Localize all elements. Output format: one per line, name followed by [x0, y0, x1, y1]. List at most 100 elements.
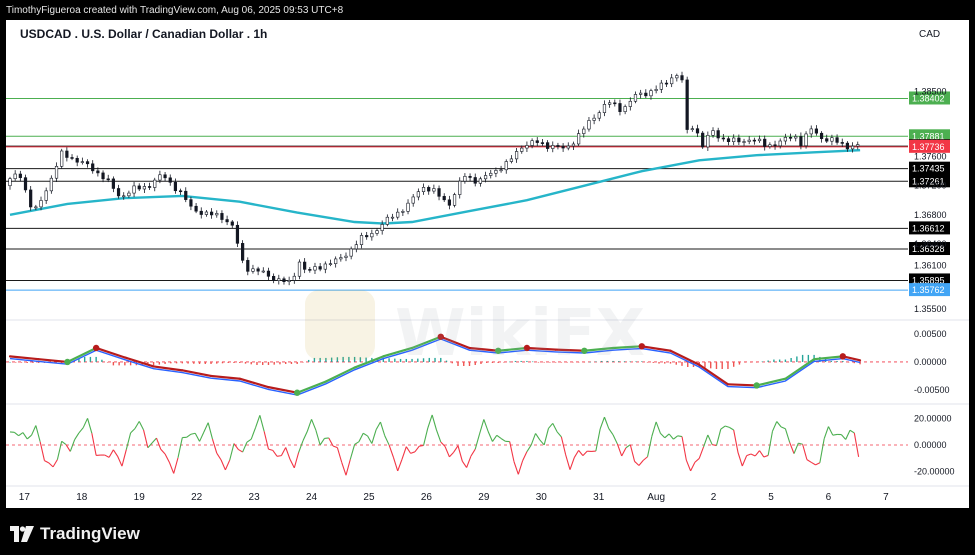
- candle-body: [370, 233, 374, 238]
- time-tick-label: Aug: [647, 492, 665, 503]
- candle-body: [773, 144, 777, 147]
- candle-body: [535, 140, 539, 143]
- oscillator-line: [707, 434, 713, 445]
- candle-body: [680, 75, 684, 81]
- tradingview-logo-icon: [10, 526, 34, 542]
- candle-body: [468, 176, 472, 178]
- chart-canvas[interactable]: 0.00500 0.00000 -0.00500 20.00000 0.00000 -2…: [6, 20, 969, 508]
- candle-body: [354, 244, 358, 250]
- candle-body: [272, 275, 276, 281]
- macd-histogram-bar: [336, 357, 339, 362]
- macd-histogram-bar: [440, 357, 442, 362]
- candle-body: [587, 120, 591, 130]
- candle-body: [551, 145, 555, 149]
- macd-cross-dot: [523, 344, 531, 352]
- oscillator-line: [48, 462, 54, 468]
- oscillator-line: [530, 433, 537, 446]
- oscillator-line: [431, 414, 437, 431]
- candle-body: [830, 137, 834, 142]
- candle-body: [199, 210, 203, 215]
- macd-histogram-bar: [170, 361, 172, 364]
- candle-body: [525, 145, 529, 149]
- oscillator-line: [388, 444, 394, 458]
- macd-histogram-bar: [560, 361, 563, 363]
- candle-body: [375, 230, 379, 234]
- candle-body: [478, 178, 483, 184]
- oscillator-line: [625, 444, 631, 449]
- time-tick-label: 23: [249, 492, 261, 503]
- macd-histogram-bar: [623, 361, 626, 362]
- macd-histogram-bar: [20, 361, 23, 363]
- oscillator-line: [483, 419, 489, 432]
- candle-body: [111, 178, 115, 189]
- chart-title: USDCAD . U.S. Dollar / Canadian Dollar .…: [20, 27, 267, 41]
- candle-body: [287, 280, 291, 282]
- candle-body: [34, 206, 38, 209]
- macd-tick-label: 0.00500: [914, 329, 947, 339]
- candle-body: [597, 112, 601, 119]
- macd-histogram-bar: [262, 361, 264, 365]
- macd-histogram-bar: [198, 361, 201, 364]
- macd-histogram-bar: [767, 360, 769, 362]
- oscillator-line: [754, 450, 760, 457]
- macd-histogram-bar: [359, 357, 362, 362]
- candle-body: [385, 216, 389, 225]
- oscillator-pane: 20.00000 0.00000 -20.00000: [6, 414, 955, 476]
- macd-line: [123, 356, 155, 368]
- candle-body: [561, 146, 565, 149]
- candle-body: [215, 213, 219, 216]
- oscillator-line: [470, 448, 476, 457]
- oscillator-line: [806, 459, 812, 463]
- macd-histogram-bar: [526, 360, 528, 362]
- candle-body: [54, 165, 59, 179]
- oscillator-line: [849, 429, 855, 434]
- candle-body: [483, 175, 488, 180]
- candle-body: [235, 224, 240, 244]
- candle-body: [716, 130, 720, 139]
- macd-line: [152, 365, 184, 372]
- candle-body: [297, 261, 302, 277]
- macd-line: [267, 386, 299, 394]
- oscillator-line: [410, 451, 416, 454]
- candle-body: [266, 270, 271, 277]
- oscillator-line: [629, 444, 636, 462]
- oscillator-line: [608, 428, 614, 436]
- candle-body: [406, 202, 410, 212]
- oscillator-line: [13, 431, 19, 437]
- macd-histogram-bar: [290, 361, 293, 364]
- oscillator-line: [578, 450, 584, 456]
- level-tag: [909, 221, 950, 235]
- candle-body: [70, 157, 74, 159]
- candle-body: [256, 268, 260, 272]
- candle-body: [649, 90, 653, 97]
- oscillator-line: [397, 459, 403, 472]
- candle-body: [819, 132, 824, 139]
- macd-line: [8, 355, 40, 361]
- oscillator-line: [823, 426, 829, 440]
- oscillator-line: [349, 444, 356, 460]
- oscillator-line: [362, 432, 368, 437]
- oscillator-tick-label: 0.00000: [914, 440, 947, 450]
- candle-body: [101, 172, 105, 180]
- oscillator-line: [634, 461, 640, 466]
- oscillator-line: [440, 441, 446, 447]
- candle-body: [442, 196, 446, 201]
- oscillator-line: [539, 439, 545, 446]
- macd-tick-label: -0.00500: [914, 385, 950, 395]
- price-tick-label: 1.35500: [914, 304, 947, 314]
- candle-body: [194, 205, 198, 212]
- tradingview-brand[interactable]: TradingView: [10, 524, 140, 544]
- oscillator-line: [845, 430, 851, 440]
- oscillator-line: [448, 451, 455, 458]
- oscillator-line: [496, 434, 502, 439]
- candle-body: [261, 270, 265, 273]
- macd-histogram-bar: [32, 361, 34, 363]
- macd-line: [95, 346, 126, 359]
- oscillator-line: [638, 460, 644, 466]
- candle-body: [173, 182, 178, 192]
- oscillator-line: [827, 426, 834, 436]
- macd-histogram-bar: [595, 361, 597, 363]
- candle-body: [509, 158, 514, 162]
- macd-histogram-bar: [9, 361, 11, 363]
